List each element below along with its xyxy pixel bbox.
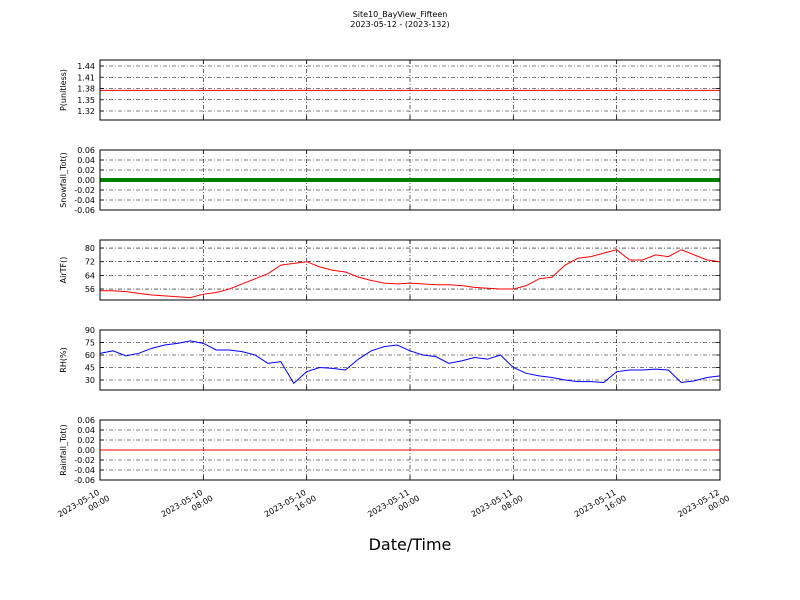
data-line [100, 249, 721, 299]
y-tick-label: 1.32 [77, 107, 95, 116]
x-tick-label: 2023-05-1116:00 [573, 485, 628, 528]
y-tick-label: 72 [85, 258, 95, 267]
y-axis-label: Snowfall_Tot() [59, 152, 68, 208]
x-tick-label: 2023-05-1108:00 [470, 485, 525, 528]
title: Site10_BayView_Fifteen [353, 10, 448, 19]
y-tick-label: 75 [85, 339, 95, 348]
x-tick-label: 2023-05-1100:00 [366, 485, 421, 528]
y-tick-label: 90 [85, 326, 95, 335]
plot-frame [99, 419, 721, 481]
y-tick-label: -0.04 [74, 196, 95, 205]
y-tick-label: 1.44 [77, 62, 95, 71]
x-tick-label: 2023-05-1000:00 [56, 485, 111, 528]
x-axis-label: Date/Time [369, 535, 452, 554]
y-axis-label: RH(%) [59, 347, 68, 372]
y-tick-label: -0.02 [74, 186, 95, 195]
y-tick-label: -0.02 [74, 456, 95, 465]
plot-frame [99, 239, 721, 301]
y-axis-label: AirTF() [59, 257, 68, 284]
y-tick-label: -0.06 [74, 476, 95, 485]
y-tick-label: 60 [85, 351, 95, 360]
x-tick-label: 2023-05-1016:00 [263, 485, 318, 528]
y-tick-label: 0.06 [77, 146, 95, 155]
y-tick-label: 0.06 [77, 416, 95, 425]
x-tick-label: 2023-05-1200:00 [676, 485, 731, 528]
y-tick-label: 1.38 [77, 85, 95, 94]
y-tick-label: 30 [85, 376, 95, 385]
y-tick-label: 0.02 [77, 166, 95, 175]
y-axis-label: P(unitless) [59, 69, 68, 111]
x-tick-label: 2023-05-1008:00 [160, 485, 215, 528]
y-tick-label: -0.06 [74, 206, 95, 215]
plot-frame [99, 149, 721, 211]
y-tick-label: -0.04 [74, 466, 95, 475]
y-tick-label: 0.00 [77, 176, 95, 185]
y-axis-label: Rainfall_Tot() [59, 424, 68, 476]
y-tick-label: 0.04 [77, 156, 95, 165]
subtitle: 2023-05-12 - (2023-132) [350, 20, 449, 29]
y-tick-label: 0.02 [77, 436, 95, 445]
plot-frame [99, 329, 721, 391]
y-tick-label: 1.41 [77, 73, 95, 82]
y-tick-label: 0.00 [77, 446, 95, 455]
y-tick-label: 64 [85, 271, 95, 280]
y-tick-label: 56 [85, 285, 95, 294]
y-tick-label: 80 [85, 244, 95, 253]
y-tick-label: 1.35 [77, 96, 95, 105]
plot-frame [99, 59, 721, 121]
y-tick-label: 45 [85, 364, 95, 373]
data-line [99, 340, 721, 385]
y-tick-label: 0.04 [77, 426, 95, 435]
